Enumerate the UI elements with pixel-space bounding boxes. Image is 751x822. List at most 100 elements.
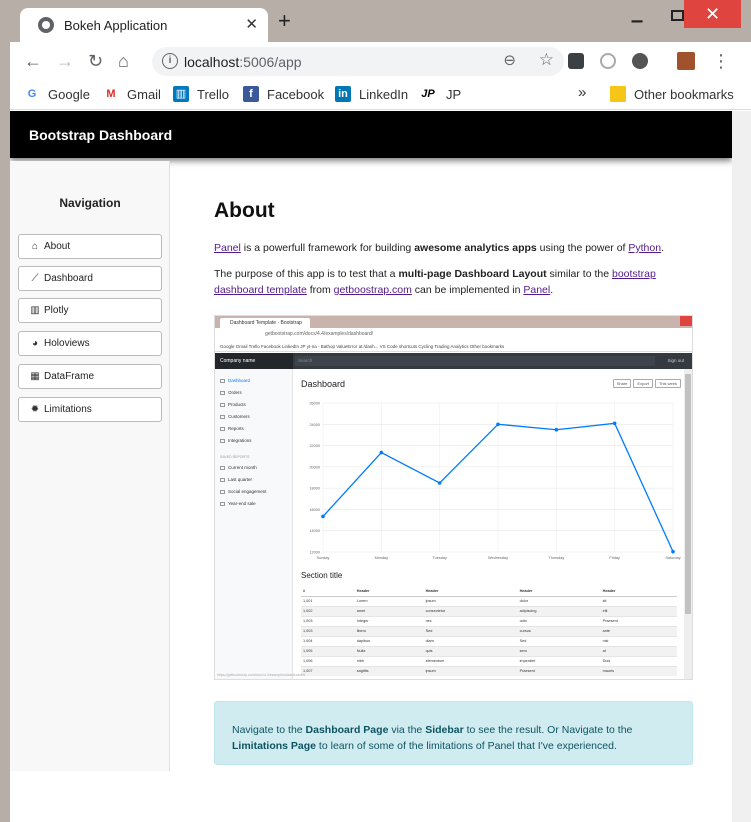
- table-row: 1,004 dapibus diam Sed nisi: [301, 635, 677, 646]
- bookmark-linkedin[interactable]: in LinkedIn: [335, 86, 408, 102]
- table-row: 1,003 Integer nec odio Praesent: [301, 615, 677, 626]
- dashboard-template-screenshot: Dashboard Template · Bootstrap getbootst…: [214, 315, 693, 680]
- getbootstrap-link[interactable]: getboostrap.com: [333, 284, 412, 296]
- app-brand[interactable]: Bootstrap Dashboard: [29, 127, 173, 143]
- purpose-paragraph: The purpose of this app is to test that …: [214, 268, 656, 296]
- folder-icon: [610, 86, 626, 102]
- line-chart: 12000 14000 16000 18000 20000 22000 24000 26000…: [309, 402, 680, 561]
- extension-timer-icon[interactable]: [600, 53, 616, 69]
- shot-close-icon: [680, 316, 692, 326]
- bookmark-google[interactable]: G Google: [24, 86, 90, 102]
- python-link[interactable]: Python: [628, 242, 662, 254]
- y-tick-label: 14000: [309, 529, 320, 533]
- other-bookmarks[interactable]: Other bookmarks: [610, 86, 734, 102]
- shot-bookmarks: Google Gmail Trello Facebook LinkedIn JP…: [215, 341, 692, 352]
- url-path: :5006/app: [239, 54, 302, 70]
- more-bookmarks-chevron[interactable]: »: [578, 84, 587, 101]
- extension-circle-icon[interactable]: [632, 53, 648, 69]
- site-info-icon[interactable]: i: [162, 53, 178, 69]
- table-row: 1,005 Nulla quis sem at: [301, 645, 677, 656]
- data-point: [379, 450, 384, 455]
- bookmark-trello[interactable]: ▥ Trello: [173, 86, 229, 102]
- shot-status-url: https://getbootstrap.com/docs/4.4/exampl…: [217, 673, 306, 677]
- bookmark-facebook[interactable]: f Facebook: [243, 86, 324, 102]
- bookmark-jp[interactable]: JP JP: [418, 86, 461, 102]
- sidebar-title: Navigation: [59, 196, 121, 210]
- x-tick-label: Tuesday: [432, 556, 447, 560]
- menu-kebab-icon[interactable]: ⋮: [712, 51, 730, 71]
- shot-tab: Dashboard Template · Bootstrap: [220, 318, 310, 328]
- pie-chart-icon: ◕: [31, 338, 39, 349]
- tab-strip: Bokeh Application ✕ + ▁ ✕: [10, 0, 751, 42]
- sidebar-item-limitations[interactable]: ✹ Limitations: [18, 397, 162, 422]
- shot-section-title: Section title: [301, 571, 343, 580]
- sidebar-item-holoviews[interactable]: ◕ Holoviews: [18, 331, 162, 356]
- line-chart-icon: ⟋: [31, 273, 39, 284]
- sidebar-item-plotly[interactable]: ▥ Plotly: [18, 298, 162, 323]
- app-header: Bootstrap Dashboard: [10, 111, 732, 158]
- y-tick-label: 22000: [309, 444, 320, 448]
- address-bar[interactable]: i localhost:5006/app ⊖ ☆: [152, 47, 564, 76]
- x-tick-label: Wednesday: [488, 556, 508, 560]
- table-row: 1,003 libero Sed cursus ante: [301, 625, 677, 636]
- panel-link[interactable]: Panel: [214, 242, 241, 254]
- page-title: About: [214, 199, 275, 222]
- bookmark-gmail[interactable]: M Gmail: [103, 86, 161, 102]
- bookmark-star-icon[interactable]: ☆: [538, 50, 554, 69]
- profile-avatar[interactable]: [677, 52, 695, 70]
- y-tick-label: 16000: [309, 508, 320, 512]
- panel-link-2[interactable]: Panel: [523, 284, 551, 296]
- forward-icon[interactable]: →: [56, 51, 74, 71]
- table-icon: ▦: [30, 371, 40, 382]
- data-point: [496, 422, 500, 427]
- bug-icon: ✹: [30, 404, 40, 415]
- x-tick-label: Monday: [375, 556, 389, 560]
- home-icon[interactable]: ⌂: [118, 51, 129, 71]
- data-point: [671, 549, 675, 554]
- maximize-button[interactable]: [655, 0, 699, 28]
- y-tick-label: 12000: [309, 551, 320, 555]
- extension-dots-icon[interactable]: [568, 53, 584, 69]
- y-tick-label: 20000: [309, 465, 320, 469]
- trello-icon: ▥: [173, 86, 189, 102]
- intro-paragraph: Panel is a powerfull framework for build…: [214, 242, 665, 254]
- minimize-button[interactable]: ▁: [631, 6, 643, 22]
- shot-signout: Sign out: [667, 358, 684, 363]
- x-tick-label: Saturday: [665, 556, 680, 560]
- shot-table: # Header Header Header Header 1,001 Lorem ipsu…: [301, 586, 677, 676]
- globe-icon: [38, 17, 54, 33]
- zoom-icon[interactable]: ⊖: [503, 52, 516, 69]
- back-icon[interactable]: ←: [24, 51, 42, 71]
- home-icon: ⌂: [31, 241, 39, 252]
- bookmarks-bar: G Google M Gmail ▥ Trello f Facebook in Linke…: [10, 80, 751, 110]
- table-row: 1,007 sagittis ipsum Praesent mauris: [301, 665, 677, 676]
- info-alert: Navigate to the Dashboard Page via the S…: [214, 701, 693, 765]
- new-tab-icon[interactable]: +: [278, 8, 291, 33]
- google-icon: G: [24, 86, 40, 102]
- table-row: 1,001 Lorem ipsum dolor sit: [301, 595, 677, 606]
- table-row: 1,002 amet consectetur adipiscing elit: [301, 605, 677, 616]
- data-point: [612, 421, 617, 426]
- x-tick-label: Friday: [609, 556, 620, 560]
- x-tick-label: Thursday: [548, 556, 564, 560]
- y-tick-label: 26000: [309, 402, 320, 406]
- app-viewport: Bootstrap Dashboard Navigation ⌂ About ⟋ D…: [10, 111, 751, 822]
- sidebar-item-dashboard[interactable]: ⟋ Dashboard: [18, 266, 162, 291]
- gmail-icon: M: [103, 86, 119, 102]
- sidebar: Navigation ⌂ About ⟋ Dashboard ▥ Plotly ◕ Ho…: [10, 161, 170, 771]
- browser-tab[interactable]: Bokeh Application ✕: [20, 8, 268, 42]
- shot-title: Dashboard: [301, 379, 346, 389]
- page-scrollbar[interactable]: [732, 111, 751, 822]
- reload-icon[interactable]: ↻: [88, 51, 104, 71]
- facebook-icon: f: [243, 86, 259, 102]
- shot-company: Company name: [215, 353, 293, 369]
- bootstrap-template-link[interactable]: bootstrap dashboard template: [214, 268, 656, 296]
- table-row: 1,006 nibh elementum imperdiet Duis: [301, 655, 677, 666]
- close-window-button[interactable]: ✕: [684, 0, 741, 28]
- browser-window: Bokeh Application ✕ + ▁ ✕ ← → ↻ ⌂ i loca…: [10, 0, 751, 822]
- sidebar-item-about[interactable]: ⌂ About: [18, 234, 162, 259]
- tab-title: Bokeh Application: [64, 18, 168, 33]
- tab-close-icon[interactable]: ✕: [245, 16, 258, 33]
- sidebar-item-dataframe[interactable]: ▦ DataFrame: [18, 364, 162, 389]
- data-point: [321, 514, 325, 519]
